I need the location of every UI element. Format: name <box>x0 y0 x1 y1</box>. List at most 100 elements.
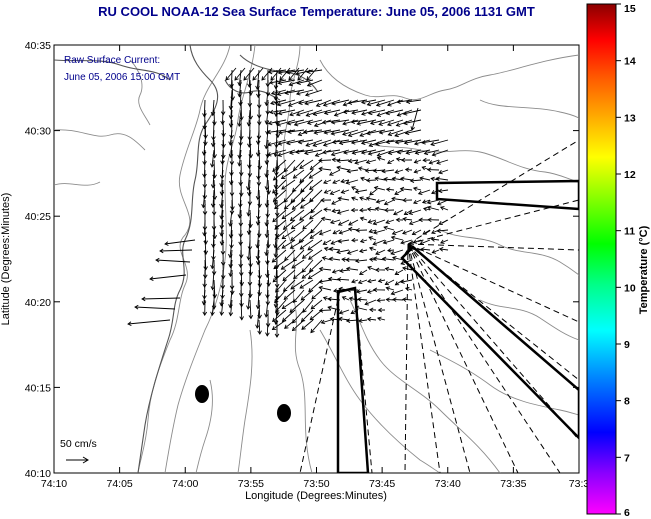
current-vector-head <box>267 141 272 147</box>
current-vector <box>350 309 359 314</box>
current-vector-head <box>303 150 309 156</box>
current-vector-head <box>292 174 298 179</box>
current-vector-head <box>289 244 295 249</box>
current-vector <box>301 189 314 202</box>
current-vector <box>384 178 395 181</box>
current-vector-head <box>369 191 374 196</box>
current-vector <box>338 318 350 321</box>
current-vector <box>332 179 341 184</box>
current-vector-head <box>351 186 356 191</box>
current-vector <box>212 99 215 116</box>
current-vector-head <box>338 310 344 315</box>
current-vector <box>322 257 332 261</box>
current-vector <box>164 239 196 245</box>
current-vector-head <box>384 207 389 213</box>
current-vector <box>368 236 377 241</box>
current-vector <box>309 179 323 190</box>
current-vector-head <box>279 76 284 81</box>
current-vector <box>298 99 314 104</box>
current-vector-head <box>318 231 324 236</box>
current-vector-head <box>357 297 362 302</box>
current-vector <box>400 259 413 265</box>
current-vector <box>403 218 413 221</box>
current-vector-head <box>270 76 275 81</box>
current-vector <box>289 79 305 86</box>
current-vector-head <box>300 197 306 202</box>
current-vector <box>438 219 449 225</box>
colorbar-tick-label: 8 <box>624 396 630 408</box>
current-vector-head <box>272 167 277 173</box>
current-vector <box>422 229 431 235</box>
current-time: June 05, 2006 15:00 GMT <box>64 72 180 83</box>
current-vector <box>338 219 350 226</box>
current-vector-head <box>300 188 305 193</box>
current-vector <box>319 268 332 271</box>
current-vector-head <box>272 217 277 223</box>
current-vector-head <box>304 100 309 106</box>
current-vector-head <box>387 102 392 107</box>
current-vector-head <box>420 247 425 252</box>
current-vector <box>311 289 323 300</box>
current-vector-head <box>284 324 289 329</box>
current-vector <box>337 159 350 162</box>
current-vector-head <box>355 227 360 233</box>
current-vector <box>360 217 368 221</box>
current-vector-head <box>228 115 234 120</box>
current-vector-head <box>299 284 304 289</box>
y-tick-label: 40:15 <box>25 382 51 394</box>
current-vector-head <box>343 150 348 155</box>
current-vector <box>267 149 287 156</box>
current-vector <box>383 239 395 244</box>
current-vector <box>330 318 341 321</box>
current-vector <box>414 139 431 145</box>
current-vector <box>212 189 215 208</box>
current-vector <box>319 168 332 171</box>
current-vector <box>258 149 261 170</box>
current-vector-head <box>278 130 283 135</box>
current-vector-head <box>290 236 295 242</box>
current-vector <box>336 166 350 171</box>
current-vector-head <box>297 139 303 145</box>
current-vector-head <box>331 208 336 214</box>
current-vector-head <box>368 236 373 241</box>
current-vector <box>360 177 368 181</box>
current-vector <box>364 299 377 305</box>
current-vector <box>377 299 386 302</box>
current-vector-head <box>305 112 311 117</box>
current-vector-head <box>391 176 397 182</box>
current-vector <box>339 229 350 234</box>
current-vector-head <box>394 132 399 138</box>
current-vector-head <box>365 159 371 165</box>
current-vector <box>378 119 395 126</box>
current-vector-head <box>304 92 310 97</box>
current-vector-head <box>410 126 416 131</box>
current-vector <box>230 219 233 238</box>
current-vector-head <box>394 281 400 286</box>
current-vector-head <box>275 308 280 313</box>
current-vector <box>330 219 341 224</box>
current-vector <box>299 209 314 221</box>
current-vector-head <box>331 139 337 145</box>
current-vector <box>286 69 305 74</box>
current-vector-head <box>393 211 398 216</box>
current-vector <box>351 139 368 144</box>
current-vector <box>355 306 368 311</box>
current-vector <box>422 139 440 144</box>
current-vector-head <box>403 120 408 126</box>
plot-frame <box>53 44 580 474</box>
current-vector <box>155 259 191 263</box>
current-vector <box>248 219 251 235</box>
current-vector-head <box>268 80 274 85</box>
current-vector <box>283 279 296 292</box>
current-vector-head <box>159 248 164 254</box>
current-vector <box>395 139 413 144</box>
current-vector <box>323 139 341 146</box>
current-vector <box>284 199 296 210</box>
current-vector-head <box>248 314 254 320</box>
current-vector <box>333 289 341 292</box>
current-vector <box>272 309 287 322</box>
current-vector-head <box>439 206 445 211</box>
current-vector <box>298 139 314 144</box>
current-vector-head <box>359 248 364 254</box>
current-vector <box>204 249 207 270</box>
